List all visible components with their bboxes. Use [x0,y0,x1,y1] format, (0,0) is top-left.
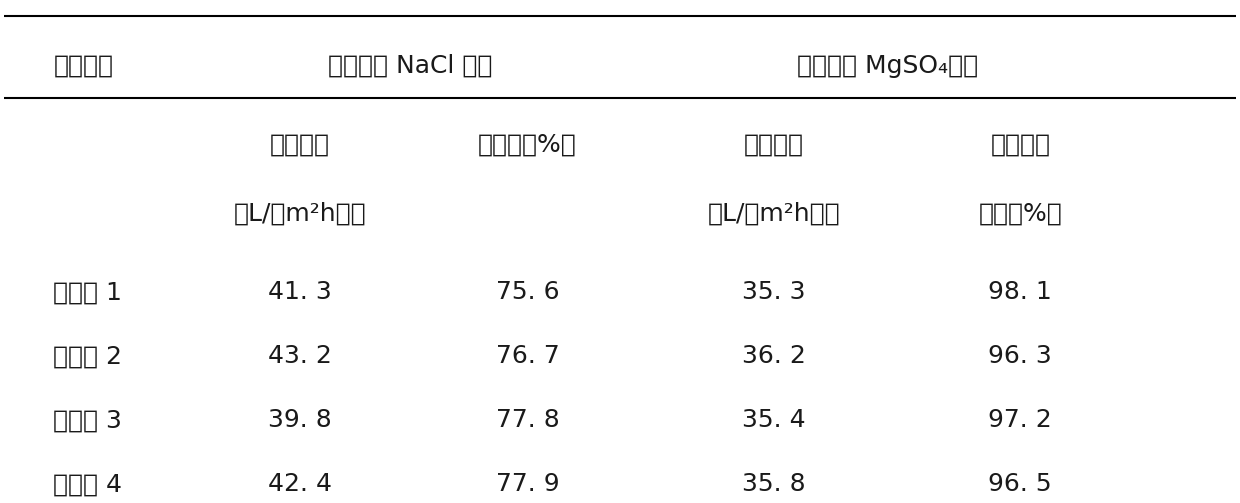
Text: 脱盐率（%）: 脱盐率（%） [479,132,577,156]
Text: 35. 3: 35. 3 [743,280,806,304]
Text: （L/（m²h））: （L/（m²h）） [233,201,366,225]
Text: 75. 6: 75. 6 [496,280,559,304]
Text: 98. 1: 98. 1 [988,280,1053,304]
Text: 实施例 2: 实施例 2 [53,344,123,368]
Text: 35. 4: 35. 4 [743,408,806,432]
Text: 测试液为 NaCl 溶液: 测试液为 NaCl 溶液 [329,54,492,77]
Text: 39. 8: 39. 8 [268,408,331,432]
Text: （L/（m²h））: （L/（m²h）） [708,201,841,225]
Text: 36. 2: 36. 2 [742,344,806,368]
Text: 实施例 1: 实施例 1 [53,280,123,304]
Text: 96. 5: 96. 5 [988,472,1052,496]
Text: 35. 8: 35. 8 [743,472,806,496]
Text: 77. 9: 77. 9 [496,472,559,496]
Text: 97. 2: 97. 2 [988,408,1053,432]
Text: 留率（%）: 留率（%） [978,201,1063,225]
Text: 76. 7: 76. 7 [496,344,559,368]
Text: 测试条件: 测试条件 [53,54,113,77]
Text: 二价盐截: 二价盐截 [991,132,1050,156]
Text: 96. 3: 96. 3 [988,344,1053,368]
Text: 测试液位 MgSO₄溶液: 测试液位 MgSO₄溶液 [797,54,978,77]
Text: 43. 2: 43. 2 [268,344,332,368]
Text: 产水通量: 产水通量 [744,132,804,156]
Text: 42. 4: 42. 4 [268,472,332,496]
Text: 41. 3: 41. 3 [268,280,331,304]
Text: 77. 8: 77. 8 [496,408,559,432]
Text: 实施例 3: 实施例 3 [53,408,123,432]
Text: 产水通量: 产水通量 [270,132,330,156]
Text: 实施例 4: 实施例 4 [53,472,123,496]
